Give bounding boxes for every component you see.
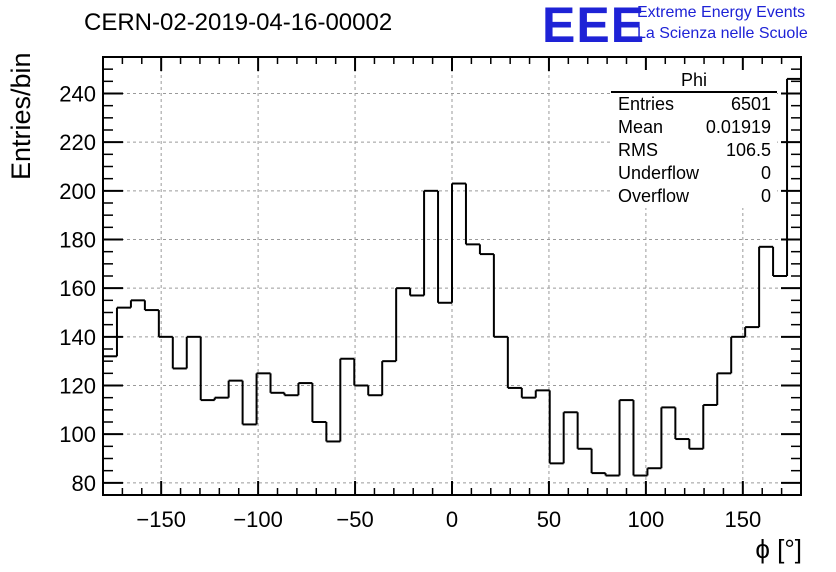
- y-tick-label: 100: [59, 422, 96, 447]
- stats-title: Phi: [611, 70, 777, 93]
- y-tick-labels: 80 100 120 140 160 180 200 220 240: [59, 82, 96, 496]
- stats-label: Underflow: [618, 163, 700, 183]
- x-tick-label: 150: [724, 507, 761, 532]
- stats-value: 0: [760, 163, 771, 183]
- stats-row-entries: Entries 6501: [611, 93, 777, 116]
- y-tick-label: 140: [59, 325, 96, 350]
- stats-value: 0.01919: [705, 117, 771, 137]
- y-tick-label: 200: [59, 179, 96, 204]
- y-axis-label: Entries/bin: [6, 52, 36, 180]
- stats-row-underflow: Underflow 0: [611, 162, 777, 185]
- stats-box: Phi Entries 6501 Mean 0.01919 RMS 106.5 …: [611, 70, 777, 208]
- stats-row-mean: Mean 0.01919: [611, 116, 777, 139]
- eee-logo: EEE: [542, 0, 646, 53]
- y-tick-label: 80: [72, 471, 96, 496]
- stats-row-overflow: Overflow 0: [611, 185, 777, 208]
- stats-label: RMS: [618, 140, 658, 160]
- x-tick-label: 0: [446, 507, 458, 532]
- x-tick-labels: −150 −100 −50 0 50 100 150: [136, 507, 761, 532]
- stats-value: 6501: [730, 94, 771, 114]
- x-tick-label: −50: [336, 507, 373, 532]
- y-tick-label: 180: [59, 228, 96, 253]
- stats-value: 106.5: [725, 140, 771, 160]
- y-tick-label: 120: [59, 374, 96, 399]
- stats-row-rms: RMS 106.5: [611, 139, 777, 162]
- y-tick-label: 240: [59, 82, 96, 107]
- x-axis-label: ϕ [°]: [755, 534, 802, 564]
- stats-label: Entries: [618, 94, 675, 114]
- x-tick-label: 50: [537, 507, 561, 532]
- x-tick-label: −150: [136, 507, 186, 532]
- stats-label: Overflow: [618, 186, 690, 206]
- y-tick-label: 220: [59, 130, 96, 155]
- x-tick-label: −100: [233, 507, 283, 532]
- chart-title: CERN-02-2019-04-16-00002: [84, 9, 393, 36]
- stats-value: 0: [760, 186, 771, 206]
- axis-ticks: [102, 56, 802, 496]
- y-tick-label: 160: [59, 276, 96, 301]
- logo-line-2: La Scienza nelle Scuole: [637, 25, 808, 42]
- logo-line-1: Extreme Energy Events: [637, 4, 806, 21]
- x-tick-label: 100: [628, 507, 665, 532]
- histogram-series: [103, 77, 801, 477]
- stats-label: Mean: [618, 117, 664, 137]
